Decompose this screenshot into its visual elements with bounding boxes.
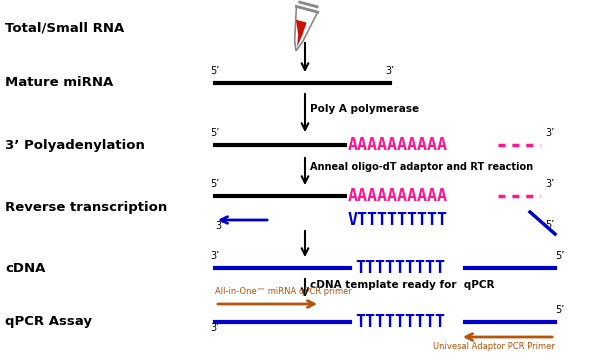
Text: 5’: 5’ xyxy=(210,128,219,138)
Text: qPCR Assay: qPCR Assay xyxy=(5,316,92,328)
Text: 5’: 5’ xyxy=(545,220,555,230)
Text: All-in-One™ miRNA qPCR primer: All-in-One™ miRNA qPCR primer xyxy=(215,287,352,296)
Text: TTTTTTTTT: TTTTTTTTT xyxy=(355,259,445,277)
Text: 3’: 3’ xyxy=(211,251,219,261)
Text: AAAAAAAAAA: AAAAAAAAAA xyxy=(348,136,448,154)
Text: VTTTTTTTTT: VTTTTTTTTT xyxy=(348,211,448,229)
Text: 5’: 5’ xyxy=(555,305,565,315)
Text: 3’: 3’ xyxy=(211,323,219,333)
Text: 5’: 5’ xyxy=(210,66,219,76)
Text: 3’: 3’ xyxy=(215,221,225,231)
Text: Anneal oligo-dT adaptor and RT reaction: Anneal oligo-dT adaptor and RT reaction xyxy=(310,161,533,171)
Polygon shape xyxy=(294,6,317,51)
Polygon shape xyxy=(296,20,307,47)
Text: TTTTTTTTT: TTTTTTTTT xyxy=(355,313,445,331)
Text: Univesal Adaptor PCR Primer: Univesal Adaptor PCR Primer xyxy=(433,342,555,351)
Text: 3’: 3’ xyxy=(385,66,395,76)
Text: 5’: 5’ xyxy=(555,251,565,261)
Text: Mature miRNA: Mature miRNA xyxy=(5,76,113,90)
Text: Poly A polymerase: Poly A polymerase xyxy=(310,104,419,114)
Text: 3’: 3’ xyxy=(545,128,555,138)
Text: Reverse transcription: Reverse transcription xyxy=(5,201,167,215)
Text: AAAAAAAAAA: AAAAAAAAAA xyxy=(348,187,448,205)
Text: 5’: 5’ xyxy=(210,179,219,189)
Text: 3’: 3’ xyxy=(545,179,555,189)
Text: cDNA template ready for  qPCR: cDNA template ready for qPCR xyxy=(310,280,494,290)
Text: 3’ Polyadenylation: 3’ Polyadenylation xyxy=(5,139,145,151)
Text: Total/Small RNA: Total/Small RNA xyxy=(5,21,124,35)
Text: cDNA: cDNA xyxy=(5,261,45,275)
